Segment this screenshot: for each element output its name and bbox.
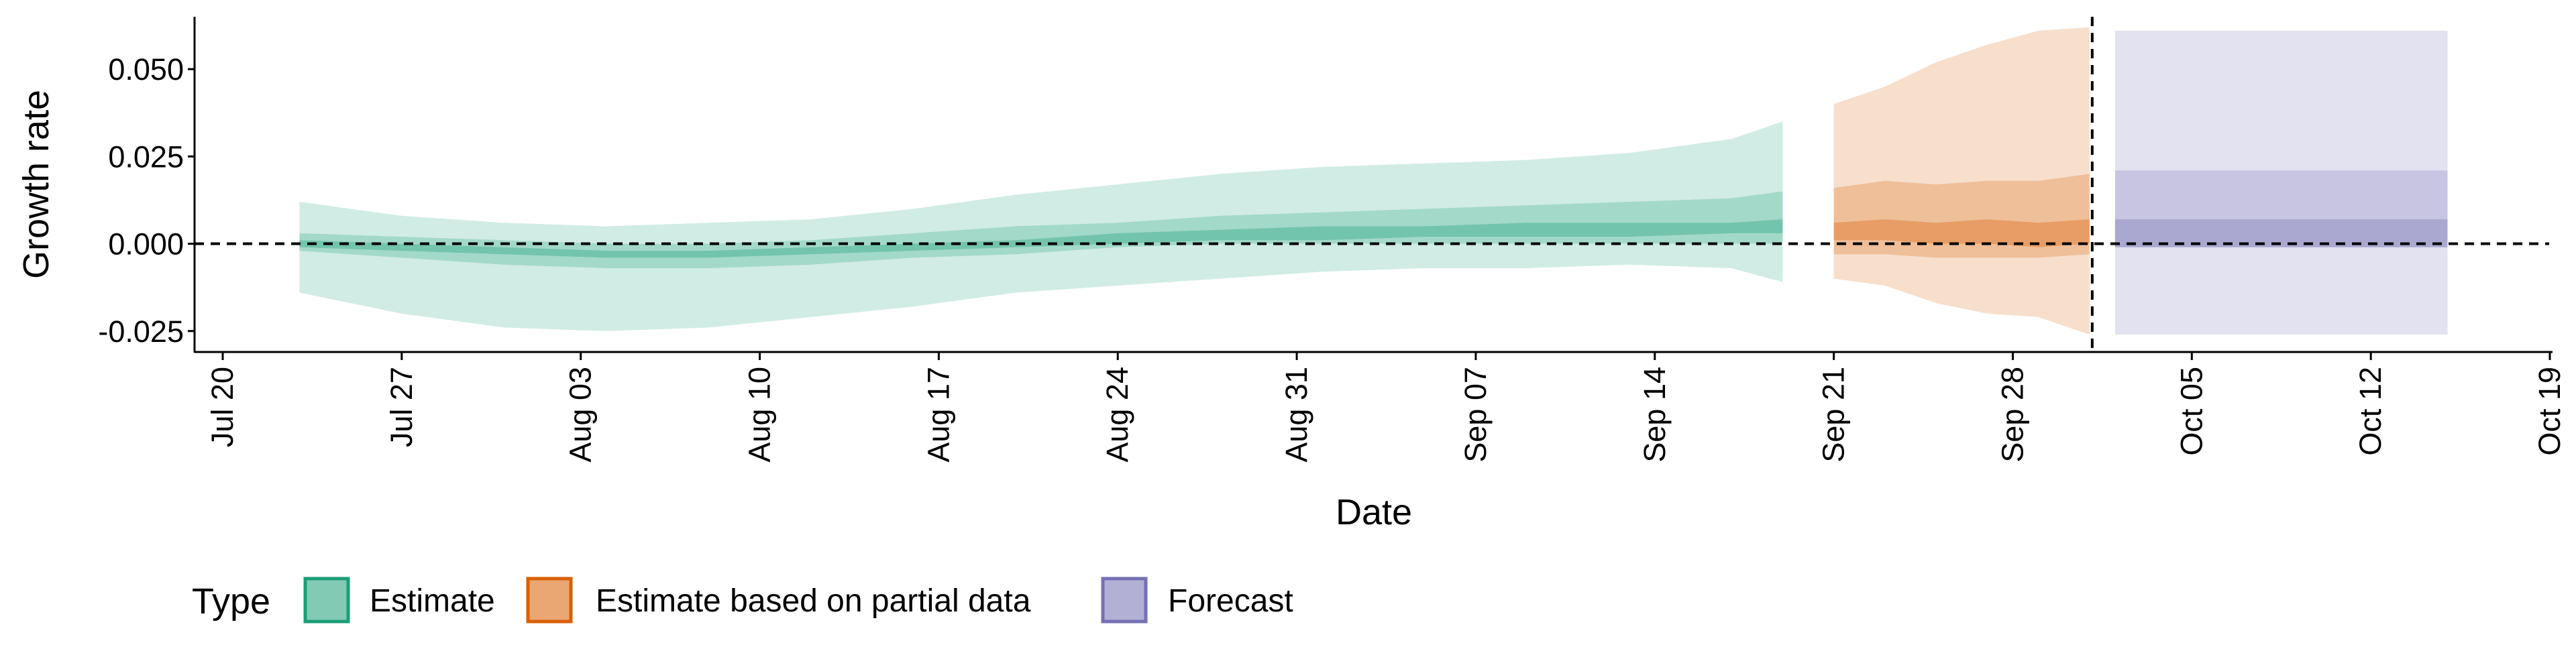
- legend-key: [1101, 577, 1148, 624]
- legend-item-label: Estimate based on partial data: [596, 583, 1031, 619]
- x-tick-label: Sep 28: [1995, 367, 2029, 463]
- series-forecast: [2114, 30, 2448, 335]
- legend-item-label: Estimate: [370, 583, 495, 619]
- x-tick-label: Sep 21: [1817, 367, 1851, 463]
- legend-key: [303, 577, 350, 624]
- reference-lines: [195, 17, 2549, 352]
- estimate-middle-band: [299, 191, 1783, 268]
- x-tick-label: Oct 19: [2532, 367, 2567, 456]
- x-tick-label: Jul 27: [384, 367, 419, 447]
- x-tick-label: Sep 07: [1458, 367, 1493, 463]
- forecast-middle-band: [2114, 170, 2448, 247]
- x-tick-label: Jul 20: [205, 367, 239, 447]
- legend-key: [526, 577, 573, 624]
- axes: -0.025 0.000 0.025 0.050 Jul 20 Jul 27 Aug 03 A…: [98, 17, 2567, 463]
- x-tick-label: Aug 03: [564, 367, 598, 463]
- series-estimate-based-on-partial-data: [1833, 27, 2090, 335]
- x-tick-label: Oct 12: [2353, 367, 2387, 456]
- legend-item-label: Forecast: [1168, 583, 1293, 619]
- y-tick-label: -0.025: [98, 314, 184, 349]
- estimate-inner-band: [299, 219, 1783, 258]
- x-tick-label: Aug 31: [1279, 367, 1313, 463]
- y-axis-title: Growth rate: [16, 90, 56, 279]
- y-tick-label: 0.050: [108, 52, 184, 86]
- x-axis-title: Date: [1336, 492, 1412, 532]
- x-tick-label: Sep 14: [1638, 367, 1672, 463]
- estimate-outer-band: [299, 121, 1783, 331]
- estimate-based-on-partial-data-outer-band: [1833, 27, 2090, 335]
- x-tick-label: Aug 17: [921, 367, 955, 463]
- bands-layer: [299, 27, 2448, 335]
- estimate-based-on-partial-data-inner-band: [1833, 219, 2090, 247]
- estimate-based-on-partial-data-middle-band: [1833, 174, 2090, 258]
- y-tick-label: 0.025: [108, 139, 184, 174]
- legend: Type Estimate Estimate based on partial d…: [192, 577, 1293, 624]
- x-tick-label: Aug 24: [1100, 367, 1134, 463]
- forecast-inner-band: [2114, 219, 2448, 247]
- x-tick-label: Oct 05: [2174, 367, 2208, 456]
- legend-title: Type: [192, 581, 270, 622]
- series-estimate: [299, 121, 1783, 331]
- y-tick-label: 0.000: [108, 227, 184, 261]
- forecast-outer-band: [2114, 30, 2448, 335]
- x-tick-label: Aug 10: [743, 367, 777, 463]
